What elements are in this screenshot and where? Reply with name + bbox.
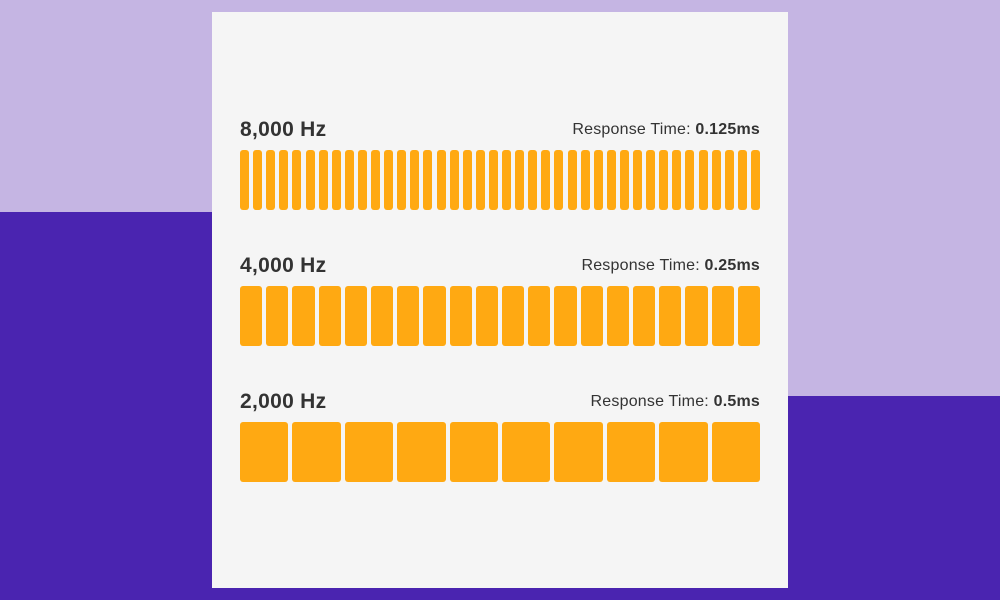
frequency-label: 2,000 Hz xyxy=(240,390,327,413)
pulse-bar xyxy=(449,422,498,482)
pulse-bar xyxy=(502,422,551,482)
pulse-bar xyxy=(659,422,708,482)
pulse-bar xyxy=(750,150,760,210)
row-header: 2,000 Hz Response Time: 0.5ms xyxy=(240,388,760,422)
pulse-bar xyxy=(698,150,708,210)
response-time: Response Time: 0.5ms xyxy=(591,390,760,414)
pulse-bar xyxy=(266,286,289,346)
pulse-bar xyxy=(580,286,603,346)
response-time-value: 0.25ms xyxy=(704,257,760,274)
response-time-label: Response Time: xyxy=(590,393,709,410)
polling-rate-card: 8,000 Hz Response Time: 0.125ms 4,000 Hz… xyxy=(212,12,788,588)
pulse-bar xyxy=(580,150,590,210)
pulse-bar xyxy=(475,286,498,346)
pulse-bar xyxy=(606,422,656,482)
pulse-bar xyxy=(711,150,721,210)
pulse-bar xyxy=(240,150,250,210)
pulse-bar xyxy=(462,150,472,210)
pulse-bars xyxy=(240,286,760,346)
row-header: 4,000 Hz Response Time: 0.25ms xyxy=(240,252,760,286)
pulse-bar xyxy=(502,150,512,210)
pulse-bar xyxy=(423,286,446,346)
pulse-bars xyxy=(240,150,760,210)
pulse-bar xyxy=(305,150,315,210)
frequency-label: 8,000 Hz xyxy=(240,118,327,141)
pulse-bar xyxy=(371,286,394,346)
pulse-bar xyxy=(240,286,263,346)
pulse-bar xyxy=(371,150,381,210)
pulse-bar xyxy=(554,422,603,482)
frequency-label: 4,000 Hz xyxy=(240,254,327,277)
pulse-bar xyxy=(423,150,433,210)
pulse-bar xyxy=(619,150,629,210)
pulse-bar xyxy=(724,150,734,210)
pulse-bar xyxy=(397,150,407,210)
pulse-bar xyxy=(449,150,459,210)
pulse-bar xyxy=(475,150,485,210)
pulse-bar xyxy=(606,286,629,346)
response-time-value: 0.125ms xyxy=(695,121,760,138)
pulse-bar xyxy=(318,286,341,346)
pulse-bar xyxy=(410,150,420,210)
pulse-bar xyxy=(711,286,734,346)
pulse-bar xyxy=(253,150,263,210)
pulse-bar xyxy=(593,150,603,210)
pulse-bar xyxy=(344,422,394,482)
pulse-bar xyxy=(554,286,577,346)
pulse-bar xyxy=(344,286,367,346)
pulse-bar xyxy=(292,422,341,482)
pulse-bar xyxy=(737,286,760,346)
polling-row-8000: 8,000 Hz Response Time: 0.125ms xyxy=(240,116,760,210)
pulse-bar xyxy=(554,150,564,210)
response-time-value: 0.5ms xyxy=(713,393,760,410)
pulse-bar xyxy=(344,150,354,210)
pulse-bar xyxy=(528,286,551,346)
pulse-bar xyxy=(397,422,446,482)
pulse-bar xyxy=(685,150,695,210)
pulse-bar xyxy=(292,150,302,210)
pulse-bar xyxy=(266,150,276,210)
pulse-bar xyxy=(541,150,551,210)
pulse-bar xyxy=(292,286,315,346)
response-time-label: Response Time: xyxy=(572,121,691,138)
polling-row-4000: 4,000 Hz Response Time: 0.25ms xyxy=(240,252,760,346)
pulse-bar xyxy=(606,150,616,210)
pulse-bar xyxy=(397,286,420,346)
pulse-bar xyxy=(633,150,643,210)
pulse-bar xyxy=(659,150,669,210)
pulse-bar xyxy=(711,422,760,482)
background-dark-right xyxy=(788,396,1000,600)
response-time: Response Time: 0.25ms xyxy=(581,254,760,278)
pulse-bar xyxy=(685,286,708,346)
pulse-bar xyxy=(502,286,525,346)
row-header: 8,000 Hz Response Time: 0.125ms xyxy=(240,116,760,150)
pulse-bar xyxy=(436,150,446,210)
polling-row-2000: 2,000 Hz Response Time: 0.5ms xyxy=(240,388,760,482)
background-dark-left xyxy=(0,212,212,600)
pulse-bar xyxy=(633,286,656,346)
pulse-bar xyxy=(357,150,367,210)
pulse-bar xyxy=(528,150,538,210)
pulse-bar xyxy=(318,150,328,210)
pulse-bar xyxy=(567,150,577,210)
pulse-bars xyxy=(240,422,760,482)
response-time: Response Time: 0.125ms xyxy=(572,118,760,142)
pulse-bar xyxy=(515,150,525,210)
pulse-bar xyxy=(646,150,656,210)
pulse-bar xyxy=(279,150,289,210)
response-time-label: Response Time: xyxy=(581,257,700,274)
pulse-bar xyxy=(737,150,747,210)
pulse-bar xyxy=(488,150,498,210)
pulse-bar xyxy=(449,286,472,346)
pulse-bar xyxy=(240,422,289,482)
pulse-bar xyxy=(659,286,682,346)
background-dark-bottom xyxy=(212,588,788,600)
pulse-bar xyxy=(384,150,394,210)
pulse-bar xyxy=(672,150,682,210)
pulse-bar xyxy=(331,150,341,210)
